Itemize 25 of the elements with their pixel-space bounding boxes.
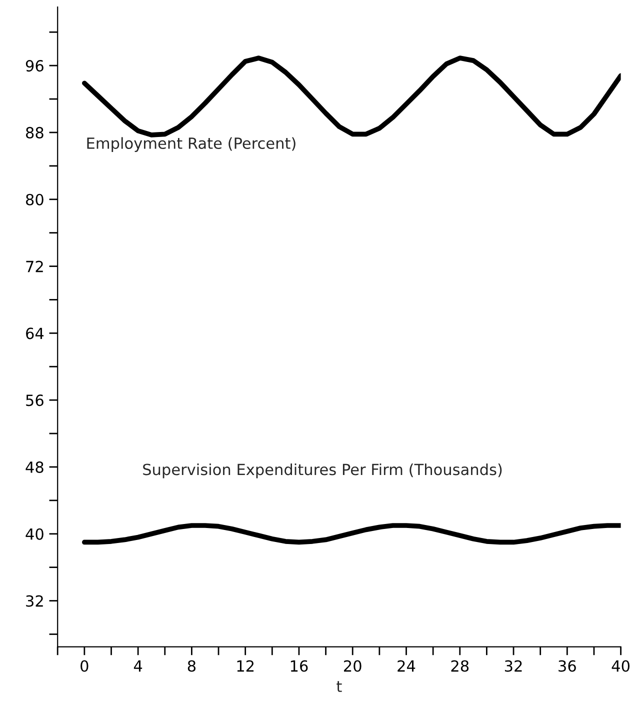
- x-tick-label: 8: [188, 660, 196, 672]
- y-tick-label: 40: [26, 528, 44, 540]
- y-tick-label: 64: [26, 328, 44, 340]
- line-series: [82, 56, 621, 138]
- y-tick-label: 32: [26, 595, 43, 607]
- x-tick-label: 20: [344, 660, 362, 672]
- x-tick-label: 4: [134, 660, 142, 672]
- x-tick-label: 36: [558, 660, 576, 672]
- y-tick-label: 48: [26, 461, 44, 473]
- annotation: Employment Rate (Percent): [87, 137, 296, 152]
- x-tick-label: 32: [504, 660, 522, 672]
- y-tick-label: 56: [26, 394, 44, 406]
- x-tick-label: 12: [237, 660, 254, 672]
- annotation: Supervision Expenditures Per Firm (Thousands): [143, 463, 502, 478]
- y-tick-label: 72: [26, 260, 43, 272]
- x-tick-label: 0: [80, 660, 88, 672]
- x-tick-label: 40: [612, 660, 630, 672]
- x-tick-label: 24: [398, 660, 416, 672]
- line-series: [82, 523, 621, 545]
- y-tick-label: 88: [26, 126, 44, 138]
- y-tick-label: 80: [26, 194, 44, 206]
- x-tick-label: 28: [451, 660, 469, 672]
- x-axis-title: t: [336, 681, 342, 692]
- x-tick-label: 16: [290, 660, 308, 672]
- y-tick-label: 96: [26, 60, 44, 72]
